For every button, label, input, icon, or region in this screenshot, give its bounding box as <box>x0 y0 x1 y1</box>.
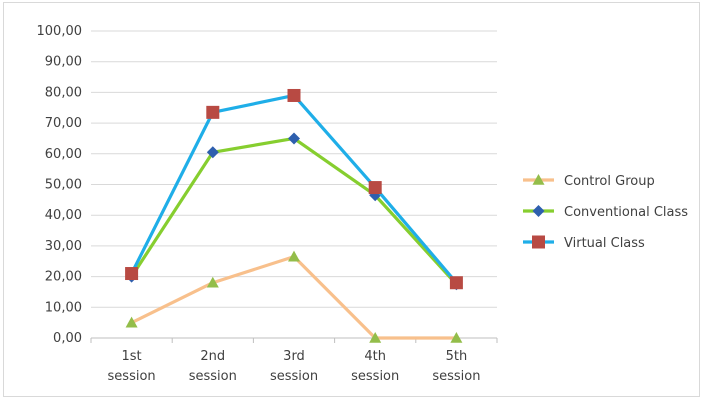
y-tick-label: 20,00 <box>45 270 82 285</box>
y-tick-label: 70,00 <box>45 116 82 131</box>
y-tick-label: 50,00 <box>45 178 82 193</box>
x-tick-label: 1st <box>122 349 142 364</box>
y-tick-label: 30,00 <box>45 239 82 254</box>
data-point-marker <box>206 146 219 159</box>
chart-frame <box>3 2 700 397</box>
data-point-marker <box>125 316 138 328</box>
data-point-marker <box>206 276 219 288</box>
legend-marker <box>532 174 545 185</box>
x-tick-label: session <box>189 369 237 384</box>
x-tick-label: session <box>351 369 399 384</box>
legend-label: Conventional Class <box>564 205 688 220</box>
data-point-marker <box>125 267 139 281</box>
x-tick-label: session <box>108 369 156 384</box>
y-tick-label: 80,00 <box>45 85 82 100</box>
data-point-marker <box>206 105 220 119</box>
x-tick-label: 4th <box>364 349 386 364</box>
data-point-marker <box>288 132 300 145</box>
data-point-marker <box>287 88 301 102</box>
x-tick-label: 2nd <box>200 349 225 364</box>
legend-label: Control Group <box>564 174 655 189</box>
y-tick-label: 10,00 <box>45 300 82 315</box>
legend-marker <box>532 235 545 249</box>
legend-label: Virtual Class <box>564 236 645 251</box>
y-tick-label: 40,00 <box>45 208 82 223</box>
x-tick-label: 3rd <box>283 349 305 364</box>
y-tick-label: 0,00 <box>53 331 82 346</box>
series-group <box>125 88 463 343</box>
data-point-marker <box>368 181 382 195</box>
x-tick-label: 5th <box>446 349 468 364</box>
series-line <box>130 136 458 286</box>
data-point-marker <box>288 250 300 262</box>
y-axis: 0,00 10,00 20,00 30,00 40,00 50,00 60,00 70,00 8… <box>37 24 83 346</box>
y-tick-label: 100,00 <box>37 24 83 39</box>
data-point-marker <box>449 276 463 290</box>
series-line <box>130 255 457 340</box>
legend: Control Group Conventional Class Virtual C… <box>523 174 688 251</box>
data-point-marker <box>450 332 463 343</box>
x-axis: 1st session 2nd session 3rd session 4th session… <box>90 337 498 384</box>
y-tick-label: 60,00 <box>45 147 82 162</box>
gridlines <box>91 30 497 339</box>
y-tick-label: 90,00 <box>45 55 82 70</box>
x-tick-label: session <box>432 369 480 384</box>
data-point-marker <box>369 332 382 343</box>
x-tick-label: session <box>270 369 318 384</box>
legend-marker <box>532 205 545 217</box>
